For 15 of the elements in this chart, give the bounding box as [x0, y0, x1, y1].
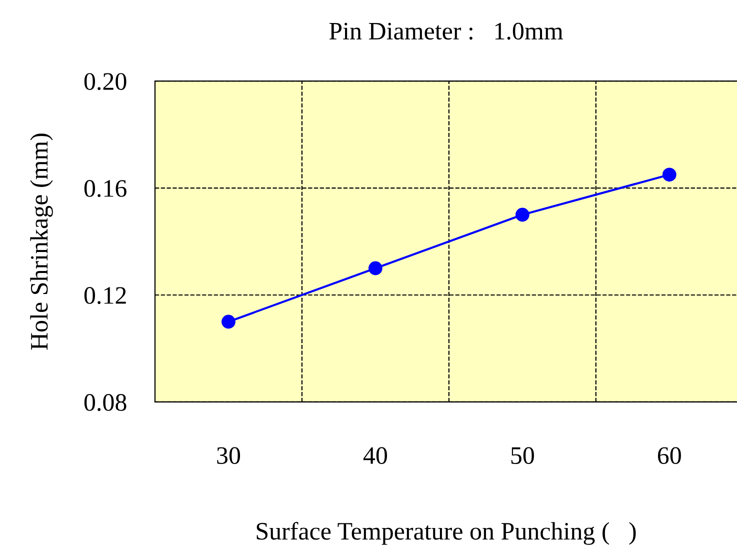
y-tick-label: 0.20: [84, 73, 126, 90]
chart-title: Pin Diameter : 1.0mm: [329, 22, 563, 40]
y-axis-title: Hole Shrinkage (mm): [30, 134, 53, 350]
x-axis-title: Surface Temperature on Punching ( ): [256, 522, 636, 545]
x-tick-label: 50: [511, 447, 534, 464]
x-tick-label: 40: [363, 447, 387, 464]
y-tick-label: 0.16: [84, 180, 126, 198]
point: [368, 261, 382, 276]
y-tick-label: 0.08: [84, 394, 126, 412]
point: [515, 208, 530, 222]
x-tick-label: 60: [658, 447, 681, 464]
y-tick-label: 0.12: [84, 287, 126, 304]
x-tick-label: 30: [217, 447, 240, 464]
point: [222, 314, 236, 329]
point: [662, 168, 676, 182]
